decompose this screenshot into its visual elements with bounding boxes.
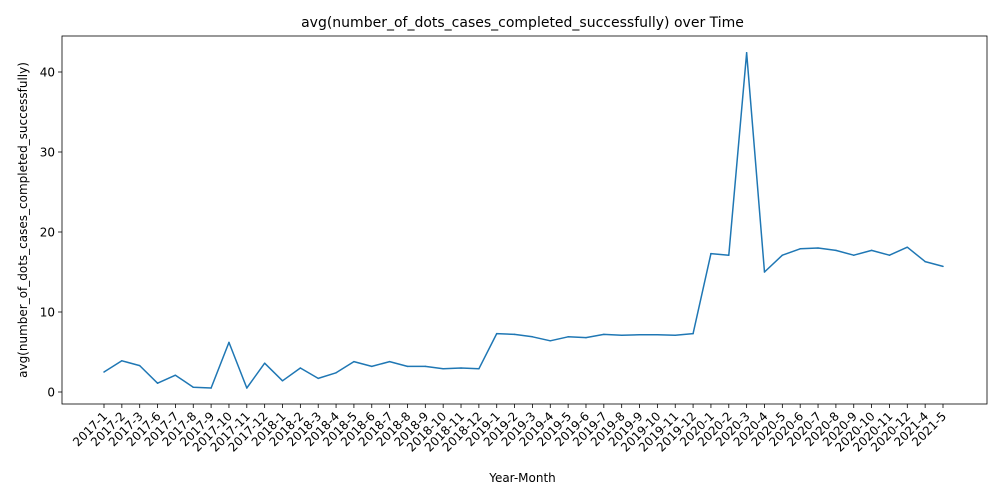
data-point (103, 371, 105, 373)
data-point (745, 52, 748, 54)
data-point (371, 365, 373, 368)
data-point (495, 332, 498, 335)
y-axis-title: avg(number_of_dots_cases_completed_succe… (16, 62, 30, 378)
data-point (192, 386, 195, 388)
data-point (852, 254, 855, 256)
x-axis: 2017-12017-22017-32017-62017-72017-82017… (70, 404, 949, 455)
data-point (442, 368, 444, 370)
data-point (513, 333, 516, 336)
data-point (353, 360, 355, 363)
data-point (317, 377, 319, 380)
data-point (692, 332, 694, 335)
data-point (710, 252, 712, 255)
data-point (674, 334, 676, 336)
data-point (388, 360, 391, 363)
data-point (478, 368, 480, 370)
chart-title: avg(number_of_dots_cases_completed_succe… (301, 15, 744, 31)
data-point (585, 336, 587, 339)
data-point (763, 271, 766, 273)
data-point (870, 249, 873, 252)
y-axis: 0 10 20 30 40 (40, 66, 62, 400)
data-point (638, 334, 641, 336)
data-point (406, 365, 409, 368)
data-point (728, 254, 730, 256)
data-point (549, 340, 552, 342)
y-tick-label: 0 (47, 386, 55, 400)
y-tick-label: 40 (40, 66, 55, 80)
y-tick-label: 10 (40, 306, 55, 320)
y-tick-label: 20 (40, 226, 55, 240)
data-point (460, 367, 462, 369)
data-point (246, 387, 248, 389)
data-point (281, 380, 284, 382)
data-point (210, 387, 212, 389)
data-point (656, 334, 659, 336)
data-point (620, 334, 623, 336)
plot-frame (61, 35, 988, 405)
data-point (138, 364, 141, 367)
data-point (121, 360, 123, 362)
data-point (924, 260, 926, 263)
data-point (263, 362, 266, 364)
data-point (906, 246, 909, 248)
x-axis-title: Year-Month (488, 471, 556, 485)
data-point (299, 367, 302, 369)
data-point (228, 341, 230, 344)
data-point (156, 382, 159, 384)
data-point (567, 336, 569, 338)
data-point (835, 249, 837, 252)
data-point (603, 333, 605, 336)
data-point (799, 248, 801, 250)
data-point (424, 365, 427, 368)
data-point (531, 336, 534, 338)
data-point (888, 254, 891, 256)
data-point (781, 254, 784, 256)
data-point (174, 374, 177, 376)
series-line (103, 52, 944, 389)
y-tick-label: 30 (40, 146, 55, 160)
data-point (942, 265, 944, 268)
data-point (335, 372, 337, 374)
plot-area (103, 52, 944, 389)
data-point (817, 247, 819, 249)
